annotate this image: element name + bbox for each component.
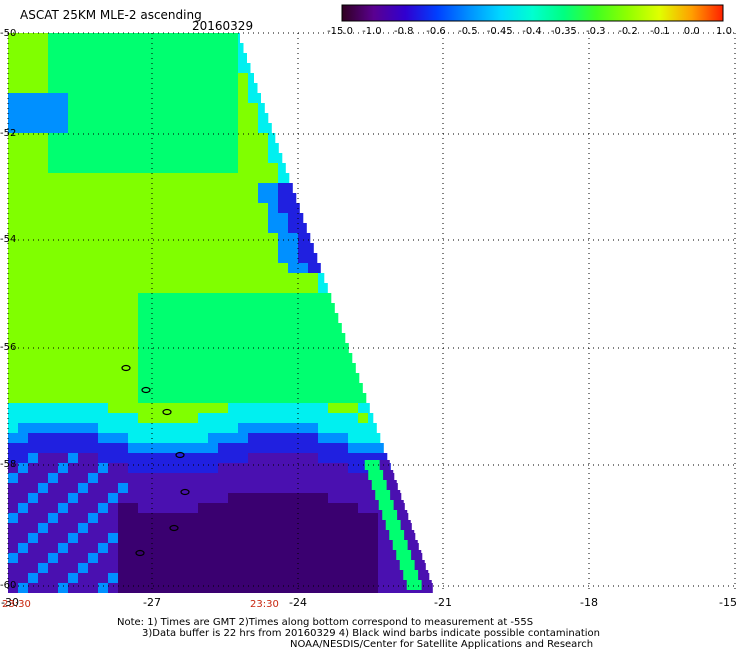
- lat-label: -56: [0, 342, 17, 353]
- lon-label: -18: [580, 596, 598, 609]
- map-date: 20160329: [192, 19, 254, 33]
- map-title: ASCAT 25KM MLE-2 ascending: [20, 8, 202, 22]
- footnote-credit: NOAA/NESDIS/Center for Satellite Applica…: [290, 639, 594, 650]
- island-outline: [169, 524, 179, 532]
- island-outline: [175, 451, 185, 459]
- colorbar-label: -0.45: [486, 26, 513, 37]
- colorbar-tick-labels: -15.0 -1.0 -0.8 -0.6 -0.5 -0.45 -0.4 -0.…: [327, 26, 732, 38]
- colorbar-label: 0.0: [683, 26, 700, 37]
- lon-label: -15: [719, 596, 737, 609]
- island-outline: [162, 408, 172, 416]
- pass-time-label: 23:30: [2, 599, 31, 610]
- colorbar-gradient: [341, 4, 724, 22]
- lat-label: -52: [0, 128, 17, 139]
- pass-time-label: 23:30: [250, 599, 279, 610]
- island-outline: [141, 386, 151, 394]
- lon-label: -24: [289, 596, 307, 609]
- island-outlines: [121, 364, 190, 557]
- colorbar-label: -15.0: [327, 26, 353, 37]
- footnote-line-1: Note: 1) Times are GMT 2)Times along bot…: [117, 617, 534, 628]
- colorbar-label: -0.6: [426, 26, 446, 37]
- colorbar-label: -0.35: [550, 26, 577, 37]
- lat-label: -50: [0, 28, 17, 39]
- colorbar: [341, 4, 724, 22]
- colorbar-label: -0.1: [650, 26, 670, 37]
- lat-label: -54: [0, 234, 17, 245]
- lon-label: -30: [1, 596, 19, 609]
- colorbar-label: -0.4: [522, 26, 542, 37]
- colorbar-label: -0.5: [458, 26, 478, 37]
- colorbar-label: -0.8: [393, 26, 414, 37]
- island-outline: [135, 549, 145, 557]
- lon-label: -27: [143, 596, 161, 609]
- colorbar-label: -0.3: [585, 26, 606, 37]
- colorbar-label: 1.0: [716, 26, 732, 37]
- island-outline: [121, 364, 131, 372]
- wind-field-swath: [8, 33, 433, 593]
- colorbar-label: -0.2: [618, 26, 638, 37]
- lat-lon-grid: [7, 32, 736, 590]
- footnote-line-2: 3)Data buffer is 22 hrs from 20160329 4)…: [142, 628, 600, 639]
- lat-label: -60: [0, 580, 17, 591]
- colorbar-label: -1.0: [362, 26, 382, 37]
- lat-label: -58: [0, 459, 17, 470]
- lon-label: -21: [434, 596, 452, 609]
- island-outline: [180, 488, 190, 496]
